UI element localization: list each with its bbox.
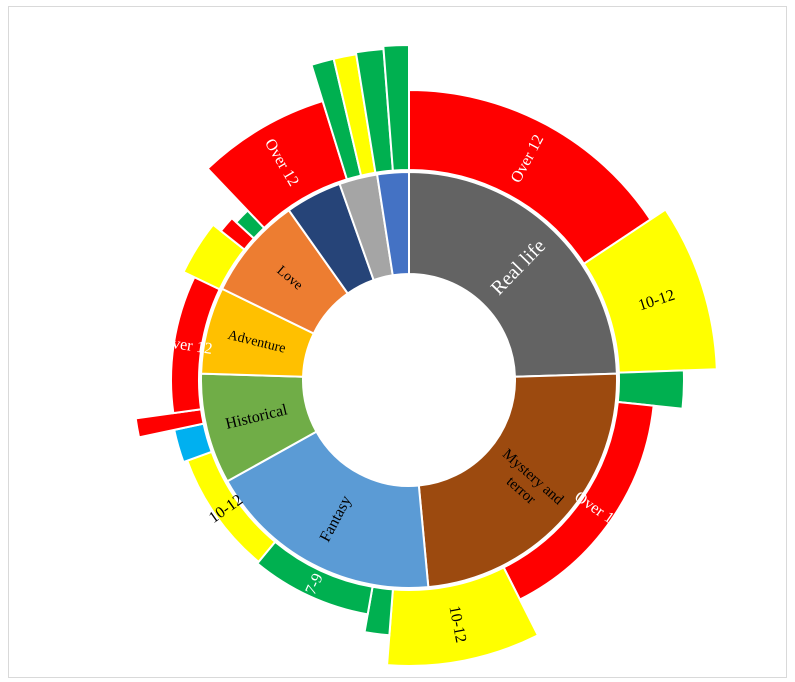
outer-segment-mystery-and-terror-10-12 — [385, 566, 540, 667]
inner-segment-fantasy — [225, 430, 430, 589]
outer-ring — [134, 43, 718, 667]
inner-segment-mystery-and-terror — [417, 372, 618, 589]
outer-label-10-12: 10-12 — [445, 604, 469, 644]
outer-segment-unlabeled-18 — [382, 43, 410, 172]
inner-ring — [200, 170, 618, 589]
outer-segment-real-life-10-12 — [582, 208, 718, 374]
inner-segment-real-life — [408, 170, 618, 378]
inner-segment-unlabeled-8 — [375, 170, 410, 277]
